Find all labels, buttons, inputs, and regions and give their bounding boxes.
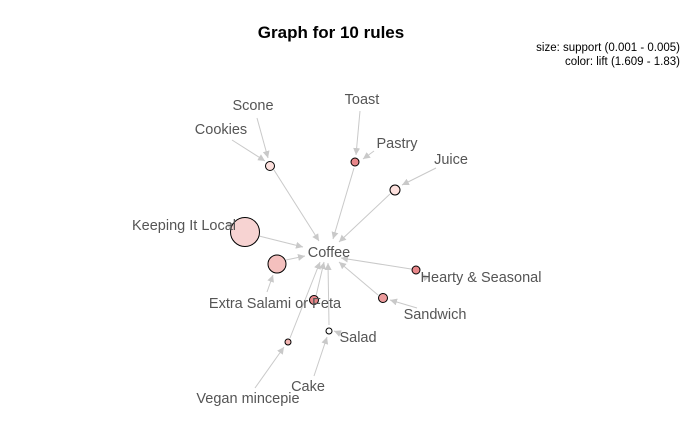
edge-cookies-rule xyxy=(231,139,266,162)
edge-rule3-coffee xyxy=(338,193,391,243)
item-label-toast: Toast xyxy=(345,92,380,108)
edge-sandwich-rule xyxy=(389,298,418,309)
edge-rule5-coffee xyxy=(285,254,306,261)
legend-size: size: support (0.001 - 0.005) xyxy=(536,42,680,54)
edge-rule9-coffee xyxy=(324,262,332,326)
item-label-keeping-it-local: Keeping It Local xyxy=(132,218,236,234)
edge-vegan-rule xyxy=(254,346,285,389)
item-label-coffee: Coffee xyxy=(308,245,350,261)
item-label-salad: Salad xyxy=(339,330,376,346)
graph-title: Graph for 10 rules xyxy=(258,23,404,42)
edge-rule2-coffee xyxy=(331,167,355,240)
rule-node xyxy=(325,327,333,335)
edge-rule1-coffee xyxy=(273,169,320,242)
edges-item-to-rule xyxy=(226,110,437,389)
edges-rule-to-coffee xyxy=(258,167,412,339)
rule-nodes xyxy=(230,157,421,346)
item-label-vegan-mincepie: Vegan mincepie xyxy=(196,391,299,407)
edge-rule8-coffee xyxy=(315,261,326,297)
edge-rule6-coffee xyxy=(340,255,412,270)
legend-color: color: lift (1.609 - 1.83) xyxy=(565,56,680,68)
rule-node xyxy=(265,161,275,171)
edge-rule4-coffee xyxy=(258,235,304,249)
item-labels: Coffee Scone Cookies Toast Pastry Juice … xyxy=(132,92,541,407)
rule-node xyxy=(389,184,401,196)
rule-node xyxy=(411,265,421,275)
edge-pastry-rule xyxy=(362,150,375,160)
item-label-juice: Juice xyxy=(434,152,468,168)
rule-node xyxy=(309,295,319,305)
rule-node xyxy=(350,157,360,167)
rule-node xyxy=(378,293,388,303)
item-label-pastry: Pastry xyxy=(376,136,418,152)
rule-node xyxy=(267,254,287,274)
item-label-hearty-seasonal: Hearty & Seasonal xyxy=(421,270,542,286)
edge-hearty-rule xyxy=(421,273,430,282)
item-label-cake: Cake xyxy=(291,379,325,395)
edge-cake-rule xyxy=(313,336,329,377)
rule-node xyxy=(230,217,260,247)
edge-rule7-coffee xyxy=(338,261,379,296)
item-label-sandwich: Sandwich xyxy=(404,307,467,323)
item-label-cookies: Cookies xyxy=(195,122,247,138)
edge-rule10-coffee xyxy=(289,261,321,339)
edge-toast-rule xyxy=(353,110,361,156)
item-label-extra-salami-or-feta: Extra Salami or Feta xyxy=(209,296,342,312)
edge-juice-rule xyxy=(401,167,437,186)
edge-salad-rule xyxy=(333,330,342,337)
rule-node xyxy=(284,338,292,346)
item-label-scone: Scone xyxy=(232,98,273,114)
edge-salami-rule xyxy=(266,274,274,293)
edge-scone-rule xyxy=(256,117,270,159)
